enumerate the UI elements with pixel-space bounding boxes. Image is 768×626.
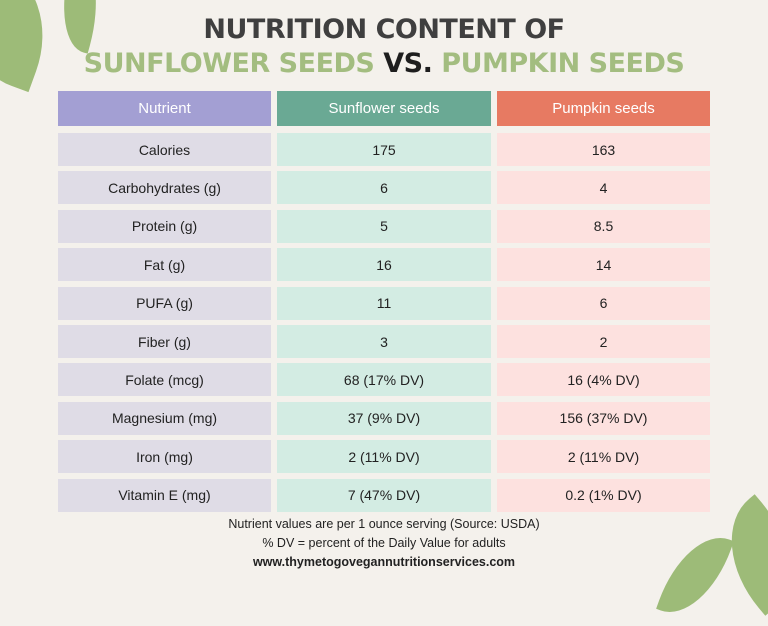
cell-pumpkin: 2 (11% DV)	[497, 440, 710, 474]
cell-sunflower: 3	[277, 325, 491, 358]
footer-note-dv: % DV = percent of the Daily Value for ad…	[262, 536, 506, 550]
header-nutrient: Nutrient	[58, 91, 271, 126]
cell-pumpkin: 16 (4% DV)	[497, 363, 710, 397]
cell-pumpkin: 6	[497, 286, 710, 320]
title-line-2: SUNFLOWER SEEDS VS. PUMPKIN SEEDS	[0, 48, 768, 79]
cell-sunflower: 175	[277, 133, 491, 166]
cell-nutrient: Fiber (g)	[58, 325, 271, 358]
cell-nutrient: Magnesium (mg)	[58, 401, 271, 435]
cell-sunflower: 68 (17% DV)	[277, 363, 491, 397]
cell-pumpkin: 2	[497, 325, 710, 358]
cell-nutrient: Iron (mg)	[58, 440, 271, 474]
cell-nutrient: PUFA (g)	[58, 286, 271, 320]
footer-note-serving: Nutrient values are per 1 ounce serving …	[228, 517, 540, 531]
cell-nutrient: Carbohydrates (g)	[58, 171, 271, 205]
title-sunflower: SUNFLOWER SEEDS	[83, 48, 375, 79]
cell-sunflower: 2 (11% DV)	[277, 440, 491, 474]
cell-pumpkin: 0.2 (1% DV)	[497, 478, 710, 512]
cell-sunflower: 11	[277, 286, 491, 320]
cell-pumpkin: 4	[497, 171, 710, 205]
cell-sunflower: 5	[277, 209, 491, 243]
title-pumpkin: PUMPKIN SEEDS	[441, 48, 685, 79]
cell-pumpkin: 163	[497, 133, 710, 166]
header-pumpkin: Pumpkin seeds	[497, 91, 710, 126]
cell-nutrient: Calories	[58, 133, 271, 166]
cell-sunflower: 7 (47% DV)	[277, 478, 491, 512]
title-line-1: NUTRITION CONTENT OF	[203, 14, 565, 45]
title-vs: VS.	[383, 48, 433, 79]
header-sunflower: Sunflower seeds	[277, 91, 491, 126]
cell-pumpkin: 156 (37% DV)	[497, 401, 710, 435]
cell-nutrient: Vitamin E (mg)	[58, 478, 271, 512]
cell-nutrient: Protein (g)	[58, 209, 271, 243]
cell-sunflower: 37 (9% DV)	[277, 401, 491, 435]
cell-pumpkin: 8.5	[497, 209, 710, 243]
cell-pumpkin: 14	[497, 248, 710, 282]
cell-sunflower: 6	[277, 171, 491, 205]
footer-website: www.thymetogovegannutritionservices.com	[252, 555, 516, 569]
cell-nutrient: Fat (g)	[58, 248, 271, 282]
cell-sunflower: 16	[277, 248, 491, 282]
cell-nutrient: Folate (mcg)	[58, 363, 271, 397]
